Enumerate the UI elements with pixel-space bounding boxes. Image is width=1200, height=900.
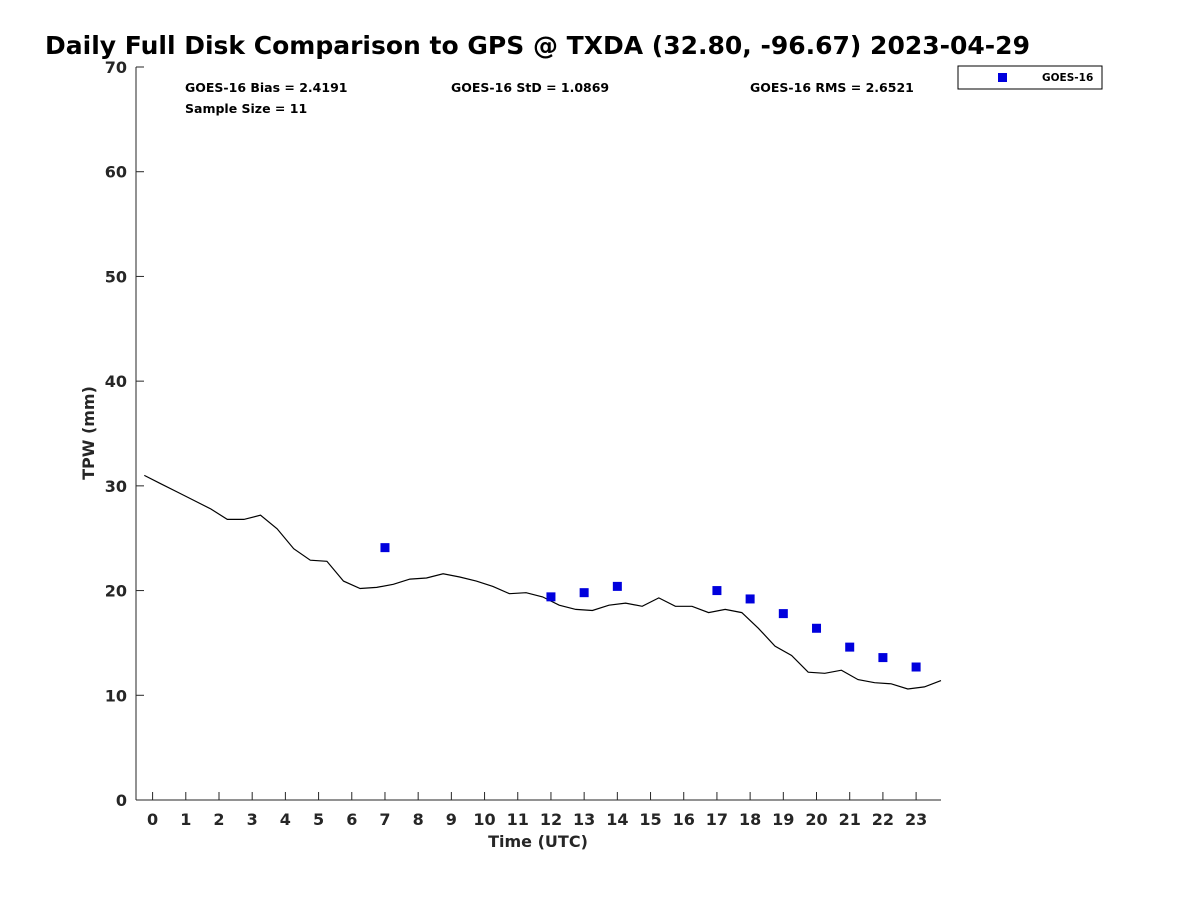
goes16-point [911, 662, 921, 672]
stat-std: GOES-16 StD = 1.0869 [451, 80, 609, 95]
gps-tpw-line [144, 474, 942, 690]
y-axis-label: TPW (mm) [79, 386, 98, 480]
goes16-point [712, 586, 722, 596]
x-tick-label: 18 [739, 810, 761, 829]
stat-rms: GOES-16 RMS = 2.6521 [750, 80, 914, 95]
goes16-point [878, 653, 888, 663]
stat-bias: GOES-16 Bias = 2.4191 [185, 80, 347, 95]
goes16-point [612, 581, 622, 591]
y-tick-label: 10 [105, 686, 127, 705]
x-tick-label: 21 [839, 810, 861, 829]
x-tick-label: 7 [379, 810, 390, 829]
y-tick-label: 40 [105, 372, 127, 391]
legend: GOES-16 [957, 65, 1103, 90]
x-tick-label: 11 [507, 810, 529, 829]
x-tick-label: 16 [673, 810, 695, 829]
chart-title: Daily Full Disk Comparison to GPS @ TXDA… [45, 31, 1030, 60]
x-tick-label: 20 [805, 810, 827, 829]
y-tick-label: 0 [116, 791, 127, 810]
x-tick-label: 0 [147, 810, 158, 829]
goes16-point [546, 592, 556, 602]
x-tick-label: 9 [446, 810, 457, 829]
x-tick-label: 23 [905, 810, 927, 829]
goes16-point [845, 642, 855, 652]
goes16-point [778, 609, 788, 619]
x-tick-label: 13 [573, 810, 595, 829]
x-tick-label: 8 [413, 810, 424, 829]
legend-marker [998, 73, 1007, 82]
x-tick-label: 1 [180, 810, 191, 829]
goes16-point [745, 594, 755, 604]
stat-sample-size: Sample Size = 11 [185, 101, 307, 116]
x-tick-label: 4 [280, 810, 291, 829]
x-tick-label: 14 [606, 810, 628, 829]
x-tick-label: 6 [346, 810, 357, 829]
x-tick-label: 15 [639, 810, 661, 829]
legend-label-goes16: GOES-16 [1042, 72, 1093, 84]
y-tick-label: 20 [105, 582, 127, 601]
x-tick-label: 19 [772, 810, 794, 829]
x-tick-label: 12 [540, 810, 562, 829]
legend-box [957, 65, 1103, 90]
x-tick-label: 3 [247, 810, 258, 829]
x-tick-label: 2 [213, 810, 224, 829]
goes16-point [380, 543, 390, 553]
y-tick-label: 70 [105, 58, 127, 77]
x-tick-label: 10 [473, 810, 495, 829]
y-tick-label: 50 [105, 267, 127, 286]
x-tick-label: 22 [872, 810, 894, 829]
plot-area [144, 474, 942, 690]
x-axis-label: Time (UTC) [488, 832, 588, 851]
x-tick-label: 17 [706, 810, 728, 829]
y-tick-label: 60 [105, 163, 127, 182]
goes16-point [812, 623, 822, 633]
x-tick-label: 5 [313, 810, 324, 829]
goes16-point [579, 588, 589, 598]
y-tick-label: 30 [105, 477, 127, 496]
